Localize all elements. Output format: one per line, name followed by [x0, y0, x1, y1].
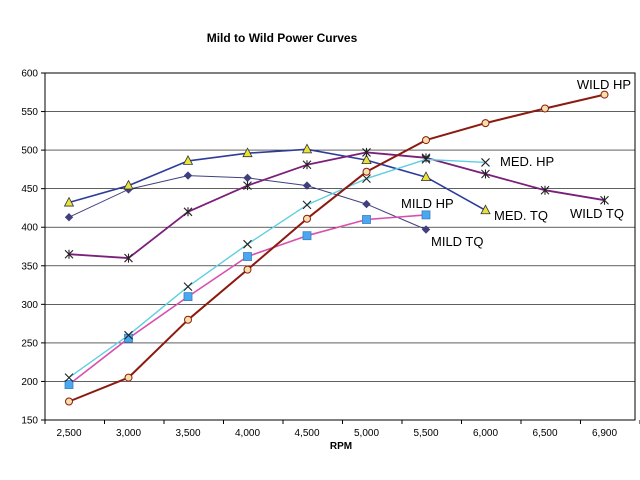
y-tick-label: 450 — [21, 184, 38, 195]
data-point — [64, 380, 74, 389]
data-point — [243, 252, 252, 261]
data-point — [183, 207, 193, 217]
y-axis-ticks: 150 200 250 300 350 400 450 500 550 600 — [21, 69, 45, 427]
series-med-tq — [63, 143, 491, 215]
x-axis-ticks: 2,500 3,000 3,500 4,000 4,500 5,000 5,500 6,000… — [44, 420, 640, 439]
data-point — [362, 174, 371, 184]
y-tick-label: 600 — [21, 69, 38, 80]
x-tick-label: 6,000 — [473, 428, 498, 439]
data-point — [301, 143, 313, 154]
data-point — [481, 158, 490, 167]
series-line — [68, 214, 427, 386]
y-tick-label: 550 — [21, 107, 38, 118]
series-wild-tq — [64, 147, 609, 263]
x-tick-label: 3,500 — [175, 428, 200, 439]
series-label: WILD TQ — [570, 206, 624, 221]
x-tick-label: 4,000 — [235, 428, 260, 439]
data-point — [303, 214, 311, 223]
series-label: WILD HP — [577, 77, 631, 92]
data-point — [64, 249, 74, 259]
data-point — [243, 173, 252, 183]
data-point — [64, 212, 74, 222]
x-tick-label: 5,500 — [413, 428, 438, 439]
gridlines — [45, 111, 635, 382]
data-point — [481, 119, 490, 128]
data-point — [361, 154, 372, 165]
data-point — [422, 136, 430, 145]
series-mild-hp — [64, 210, 431, 389]
data-point — [242, 147, 253, 158]
data-point — [600, 90, 609, 99]
data-point — [64, 373, 74, 382]
data-point — [124, 253, 133, 263]
data-point — [480, 204, 491, 215]
y-tick-label: 400 — [21, 223, 38, 234]
data-point — [65, 397, 73, 406]
data-point — [420, 171, 432, 182]
series-line — [68, 148, 486, 211]
data-point — [302, 160, 312, 170]
y-tick-label: 350 — [21, 261, 38, 272]
series-label: MILD TQ — [431, 234, 484, 249]
data-point — [63, 196, 75, 207]
data-point — [123, 179, 134, 190]
data-point — [362, 199, 371, 209]
data-point — [243, 239, 252, 249]
data-point — [302, 181, 312, 190]
series-line — [68, 158, 486, 379]
data-point — [421, 154, 431, 164]
x-tick-label: 6,500 — [532, 428, 557, 439]
series-labels: MILD TQ MED. TQ WILD TQ MILD HP MED. HP WILD … — [401, 77, 631, 249]
y-tick-label: 150 — [21, 416, 38, 427]
data-point — [124, 373, 133, 382]
data-point — [362, 167, 371, 176]
data-point — [541, 104, 549, 113]
series-line — [68, 93, 605, 403]
data-point — [421, 210, 431, 220]
series-label: MILD HP — [401, 196, 454, 211]
data-point — [184, 315, 192, 324]
x-tick-label: 6,900 — [592, 428, 617, 439]
y-tick-label: 200 — [21, 377, 38, 388]
data-point — [183, 171, 193, 180]
series-line — [68, 151, 605, 260]
data-point — [302, 231, 312, 241]
series-label: MED. TQ — [494, 208, 548, 223]
data-point — [421, 225, 431, 234]
x-tick-label: 3,000 — [116, 428, 141, 439]
data-point — [124, 330, 133, 340]
data-point — [243, 265, 252, 274]
data-point — [183, 292, 193, 302]
x-tick-label: 2,500 — [56, 428, 81, 439]
data-point — [183, 282, 193, 291]
x-tick-label: 4,500 — [294, 428, 319, 439]
x-tick-label: 5,000 — [354, 428, 379, 439]
series-wild-hp — [65, 90, 609, 406]
data-point — [540, 185, 550, 195]
series-med-hp — [64, 154, 490, 382]
data-point — [600, 195, 609, 205]
data-point — [243, 181, 252, 191]
data-point — [362, 147, 371, 157]
y-tick-label: 250 — [21, 338, 38, 349]
data-point — [182, 155, 194, 165]
data-point — [302, 200, 312, 210]
y-tick-label: 500 — [21, 146, 38, 157]
plot-area-frame — [44, 72, 636, 421]
series-layer — [63, 90, 609, 406]
x-axis-label: RPM — [330, 441, 352, 452]
chart-title: Mild to Wild Power Curves — [207, 31, 358, 45]
data-point — [362, 215, 371, 224]
y-tick-label: 300 — [21, 300, 38, 311]
data-point — [481, 169, 490, 179]
series-label: MED. HP — [500, 154, 554, 169]
